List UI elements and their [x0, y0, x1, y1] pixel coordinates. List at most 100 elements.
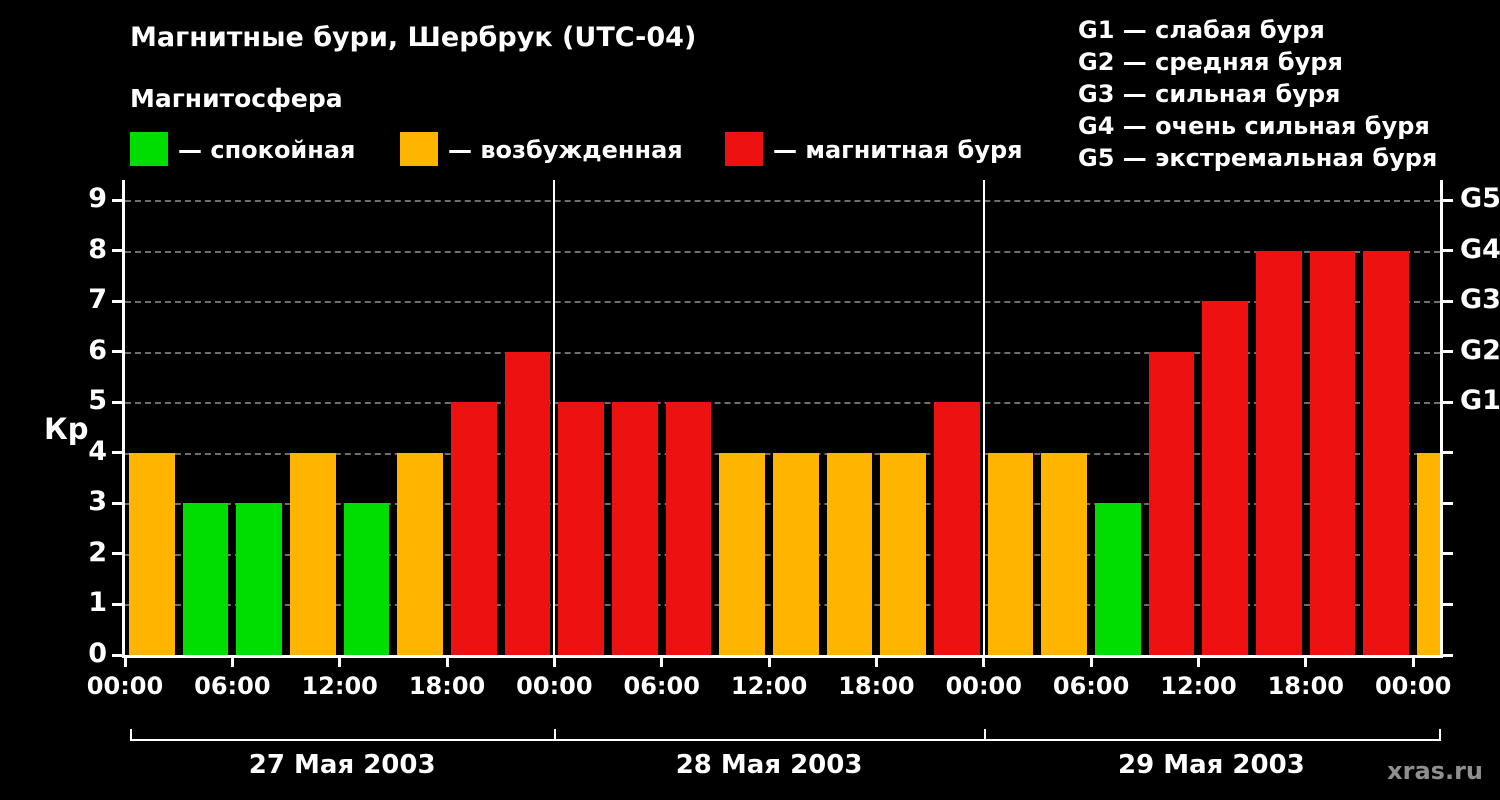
x-tick: [1196, 658, 1200, 667]
day-bracket-tick: [983, 729, 986, 741]
kp-bar: [1363, 250, 1410, 655]
kp-bar: [1309, 250, 1356, 655]
kp-bar: [826, 452, 873, 655]
day-boundary-line: [982, 180, 985, 655]
y-tick-right: [1443, 653, 1453, 657]
x-tick-label: 18:00: [408, 672, 486, 700]
x-axis-line: [122, 655, 1443, 658]
y-tick-label: 4: [88, 435, 107, 467]
watermark: xras.ru: [1387, 757, 1483, 785]
x-tick: [1089, 658, 1093, 667]
y-tick-label: 5: [88, 385, 107, 417]
kp-bar: [451, 402, 497, 655]
y-tick-right: [1443, 552, 1453, 556]
legend-label-storm: — магнитная буря: [773, 136, 1023, 164]
kp-bar: [1148, 351, 1195, 655]
x-tick: [123, 658, 127, 667]
day-label-3: 29 Мая 2003: [1117, 750, 1305, 780]
y-tick-right: [1443, 350, 1453, 354]
storm-scale-item-g5: G5 — экстремальная буря: [1078, 144, 1438, 172]
kp-bar-partial: [1417, 452, 1440, 655]
y-tick-right: [1443, 249, 1453, 253]
legend-heading: Магнитосфера: [130, 84, 343, 113]
day-bracket-tick: [130, 729, 132, 741]
g-scale-tick-label: G5: [1460, 183, 1500, 214]
x-tick: [338, 658, 342, 667]
x-tick-label: 12:00: [730, 672, 808, 700]
kp-bar: [290, 452, 336, 655]
kp-bar: [1202, 301, 1249, 655]
y-tick: [112, 400, 122, 404]
y-tick-label: 1: [88, 587, 107, 619]
y-tick-label: 6: [88, 334, 107, 366]
plot-area: [125, 180, 1440, 655]
day-bracket-tick: [554, 729, 557, 741]
kp-bar: [1041, 452, 1088, 655]
kp-bar: [129, 452, 175, 655]
y-tick: [112, 299, 122, 303]
x-tick: [230, 658, 234, 667]
day-bracket-tick: [1439, 729, 1441, 741]
y-tick: [112, 501, 122, 505]
y-tick: [112, 350, 122, 354]
legend-label-quiet: — спокойная: [178, 136, 356, 164]
g-scale-tick-label: G3: [1460, 284, 1500, 316]
kp-bar: [612, 402, 658, 655]
y-tick-right: [1443, 299, 1453, 303]
y-tick-right: [1443, 400, 1453, 404]
y-tick-right: [1443, 602, 1453, 606]
legend-swatch-storm: [725, 132, 763, 166]
right-axis-line: [1440, 180, 1443, 658]
y-tick-label: 3: [88, 486, 107, 518]
day-boundary-line: [553, 180, 556, 655]
y-tick: [112, 653, 122, 657]
kp-bar: [1095, 503, 1141, 655]
chart-title: Магнитные бури, Шербрук (UTC-04): [130, 22, 697, 53]
x-tick-label: 12:00: [1160, 672, 1237, 700]
g-scale-tick-label: G2: [1460, 334, 1500, 366]
y-tick: [112, 602, 122, 606]
y-tick-label: 2: [88, 536, 107, 568]
g-scale-tick-label: G1: [1460, 385, 1500, 417]
x-tick: [767, 658, 771, 667]
gridline: [125, 301, 1440, 304]
y-axis-line: [122, 180, 125, 658]
x-tick: [1304, 658, 1308, 667]
y-tick: [112, 552, 122, 556]
x-tick-label: 06:00: [194, 672, 271, 700]
x-tick: [874, 658, 878, 667]
x-tick-label: 18:00: [838, 672, 915, 700]
x-tick-label: 00:00: [86, 672, 164, 700]
y-tick-right: [1443, 501, 1453, 505]
kp-bar: [934, 402, 980, 655]
x-tick: [552, 658, 556, 667]
day-bracket-line: [130, 739, 1441, 741]
y-tick-label: 7: [88, 284, 107, 316]
storm-scale-item-g2: G2 — средняя буря: [1078, 48, 1343, 76]
y-tick-right: [1443, 198, 1453, 202]
y-tick-label: 0: [88, 638, 107, 669]
x-tick-label: 00:00: [945, 672, 1022, 700]
legend-label-disturbed: — возбужденная: [448, 136, 683, 164]
y-tick-label: 9: [88, 183, 107, 214]
kp-bar: [504, 351, 551, 655]
legend-swatch-quiet: [130, 132, 168, 166]
kp-bar: [987, 452, 1034, 655]
kp-bar: [773, 452, 819, 655]
y-tick-right: [1443, 451, 1453, 455]
x-tick: [1411, 658, 1415, 667]
x-tick-label: 06:00: [1052, 672, 1130, 700]
kp-bar: [558, 402, 605, 655]
y-tick-label: 8: [88, 233, 107, 265]
kp-bar: [397, 452, 444, 655]
gridline: [125, 351, 1440, 354]
gridline: [125, 200, 1440, 202]
y-tick: [112, 198, 122, 202]
x-tick: [660, 658, 664, 667]
x-tick: [445, 658, 449, 667]
gridline: [125, 250, 1440, 253]
day-label-1: 27 Мая 2003: [248, 750, 436, 780]
storm-scale-item-g3: G3 — сильная буря: [1078, 80, 1341, 108]
x-tick-label: 18:00: [1267, 672, 1345, 700]
storm-scale-item-g4: G4 — очень сильная буря: [1078, 112, 1430, 140]
